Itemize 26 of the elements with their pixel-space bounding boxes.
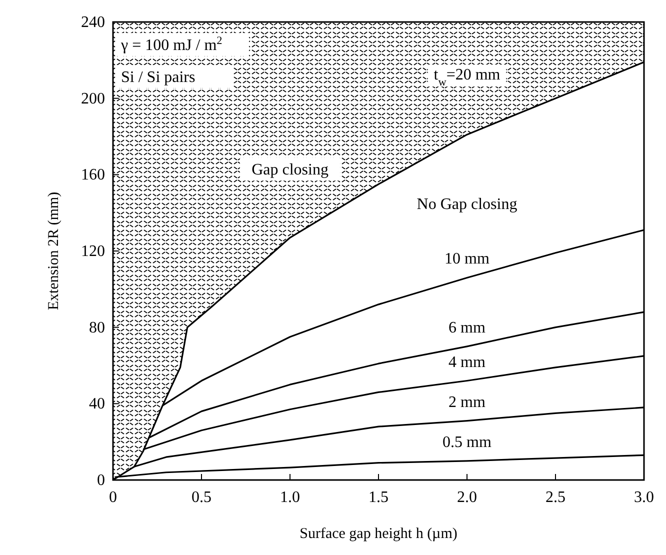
y-tick-label: 80 [89,319,105,336]
x-tick-label: 1.0 [280,489,300,506]
series-label: t$_{w}$=20 mm [434,66,501,89]
series-label: 0.5 mm [442,434,492,451]
x-axis-title: Surface gap height h (µm) [300,526,458,542]
y-tick-label: 200 [81,90,105,108]
annotation: Gap closing [252,162,328,179]
series-label: 4 mm [448,354,486,371]
x-tick-label: 0.5 [192,489,212,506]
y-tick-label: 40 [89,396,105,413]
y-tick-label: 240 [81,14,105,31]
y-tick-label: 120 [81,243,105,260]
annotation: γ = 100 mJ / m$^{2}$ [120,35,222,54]
y-tick-label: 160 [81,166,105,184]
x-tick-label: 2.5 [546,489,566,506]
annotation: No Gap closing [416,196,518,214]
series-label: 6 mm [448,319,486,336]
y-tick-label: 0 [97,472,105,489]
x-tick-label: 3.0 [634,489,654,506]
series-label: 10 mm [444,250,490,268]
x-tick-label: 2.0 [457,489,477,506]
x-tick-label: 1.5 [368,489,388,506]
annotation: Si / Si pairs [121,69,196,86]
y-axis-title: Extension 2R (mm) [46,192,62,310]
series-label: 2 mm [448,394,486,411]
x-tick-label: 0 [109,489,117,506]
